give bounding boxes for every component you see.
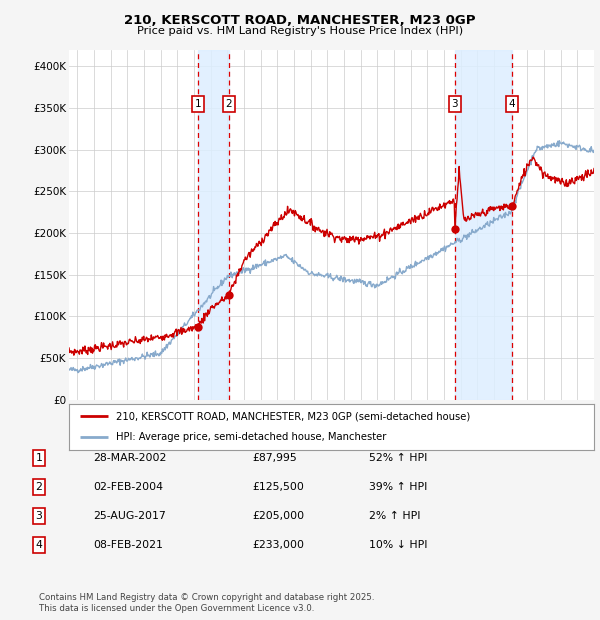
- Text: £205,000: £205,000: [252, 511, 304, 521]
- Text: 1: 1: [35, 453, 43, 463]
- Text: Contains HM Land Registry data © Crown copyright and database right 2025.
This d: Contains HM Land Registry data © Crown c…: [39, 593, 374, 613]
- Text: Price paid vs. HM Land Registry's House Price Index (HPI): Price paid vs. HM Land Registry's House …: [137, 26, 463, 36]
- Text: 2: 2: [226, 99, 232, 109]
- Text: £87,995: £87,995: [252, 453, 297, 463]
- Text: 2: 2: [35, 482, 43, 492]
- Bar: [197, 50, 229, 400]
- Text: 2% ↑ HPI: 2% ↑ HPI: [369, 511, 421, 521]
- Text: 3: 3: [35, 511, 43, 521]
- Bar: [455, 50, 512, 400]
- Text: 210, KERSCOTT ROAD, MANCHESTER, M23 0GP (semi-detached house): 210, KERSCOTT ROAD, MANCHESTER, M23 0GP …: [116, 412, 470, 422]
- Text: 52% ↑ HPI: 52% ↑ HPI: [369, 453, 427, 463]
- Text: HPI: Average price, semi-detached house, Manchester: HPI: Average price, semi-detached house,…: [116, 432, 386, 442]
- Text: £233,000: £233,000: [252, 540, 304, 550]
- Text: 02-FEB-2004: 02-FEB-2004: [93, 482, 163, 492]
- Text: 08-FEB-2021: 08-FEB-2021: [93, 540, 163, 550]
- Text: 10% ↓ HPI: 10% ↓ HPI: [369, 540, 427, 550]
- Text: 1: 1: [194, 99, 201, 109]
- Text: 210, KERSCOTT ROAD, MANCHESTER, M23 0GP: 210, KERSCOTT ROAD, MANCHESTER, M23 0GP: [124, 14, 476, 27]
- Text: 4: 4: [509, 99, 515, 109]
- Text: 28-MAR-2002: 28-MAR-2002: [93, 453, 166, 463]
- Text: 4: 4: [35, 540, 43, 550]
- Text: 25-AUG-2017: 25-AUG-2017: [93, 511, 166, 521]
- Text: 39% ↑ HPI: 39% ↑ HPI: [369, 482, 427, 492]
- Text: 3: 3: [452, 99, 458, 109]
- Text: £125,500: £125,500: [252, 482, 304, 492]
